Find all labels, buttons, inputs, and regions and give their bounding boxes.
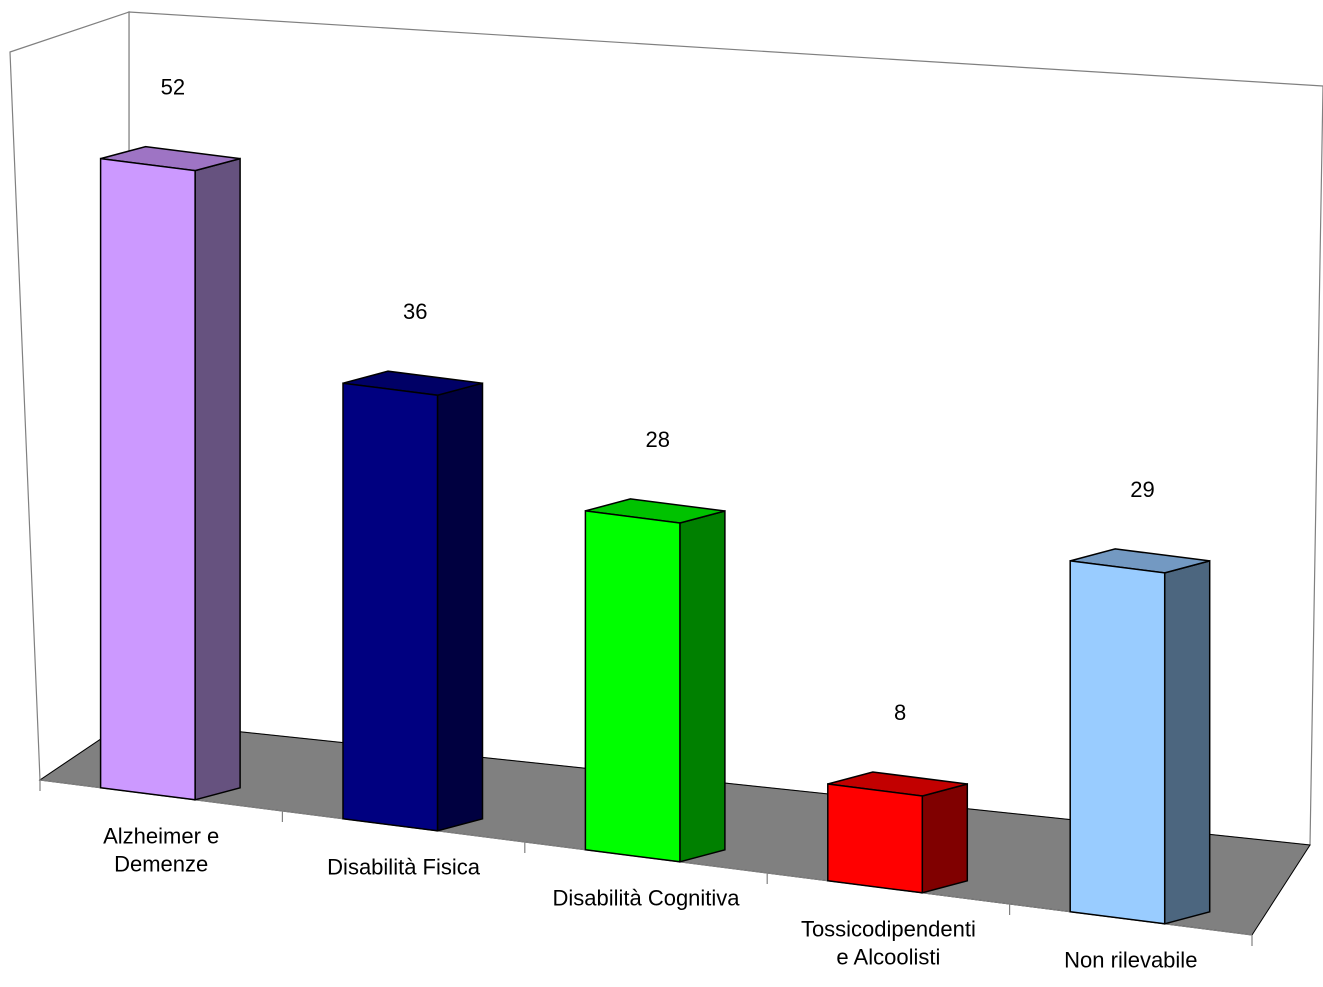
bar <box>584 498 726 863</box>
bar-series <box>99 145 1211 925</box>
bar-side <box>194 157 241 801</box>
category-label-line: Disabilità Cognitiva <box>552 886 740 911</box>
data-label: 8 <box>894 700 906 725</box>
category-label: Disabilità Cognitiva <box>552 886 740 911</box>
bar-front <box>827 783 924 894</box>
bar-front <box>342 382 439 832</box>
bar-front <box>99 157 196 801</box>
bar <box>99 145 241 801</box>
bar-side <box>921 783 969 894</box>
bar-front <box>1069 560 1166 925</box>
bar-side <box>1163 559 1211 925</box>
category-label-line: e Alcoolisti <box>836 945 940 970</box>
category-label: Tossicodipendenti e Alcoolisti <box>801 917 976 970</box>
bar <box>342 370 484 832</box>
category-label: Disabilità Fisica <box>327 855 481 880</box>
bar <box>1069 548 1211 925</box>
x-axis-ticks <box>39 780 1253 946</box>
category-label-line: Disabilità Fisica <box>327 855 481 880</box>
category-label: Alzheimer e Demenze <box>103 824 219 877</box>
category-label: Non rilevabile <box>1064 948 1197 973</box>
bar-side <box>436 382 484 832</box>
category-label-line: Alzheimer e <box>103 824 219 849</box>
category-label-line: Demenze <box>114 852 208 877</box>
data-labels: 52 36 28 8 29 <box>161 75 1155 725</box>
data-label: 28 <box>645 427 669 452</box>
bar-side <box>679 510 726 863</box>
bar-front <box>584 510 681 863</box>
category-labels: Alzheimer e Demenze Disabilità Fisica Disab… <box>103 824 1197 973</box>
category-label-line: Tossicodipendenti <box>801 917 976 942</box>
data-label: 36 <box>403 299 427 324</box>
data-label: 52 <box>161 75 185 100</box>
data-label: 29 <box>1130 477 1154 502</box>
bar <box>827 771 969 894</box>
category-label-line: Non rilevabile <box>1064 948 1197 973</box>
